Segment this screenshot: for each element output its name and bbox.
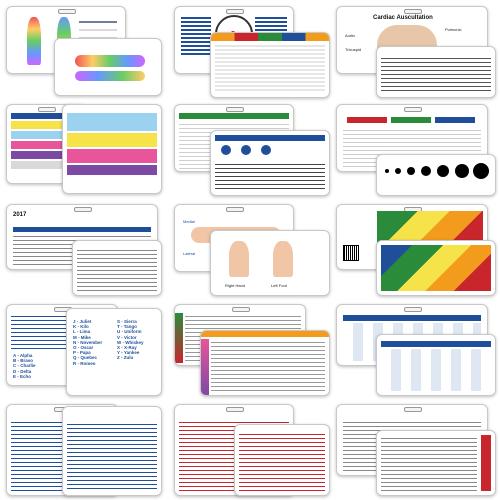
pupil-size-icon	[395, 168, 401, 174]
card-slot	[404, 9, 422, 14]
card-cntable-back	[210, 130, 330, 196]
card-phonetic-back: J - Juliet K - Kilo L - Lima M - Mike N …	[66, 308, 162, 396]
card-slot	[404, 307, 422, 312]
card-slot	[232, 307, 250, 312]
tile-phonetic-alphabet[interactable]: A - Alpha B - Bravo C - Charlie D - Delt…	[2, 300, 162, 396]
tile-pupil-gauge[interactable]	[336, 100, 496, 196]
card-conv-back	[376, 334, 496, 396]
tile-body-directions[interactable]: Medial Lateral Right Hand Left Foot	[170, 200, 330, 296]
card-vitals-back	[210, 32, 330, 98]
label-right-hand: Right Hand	[225, 283, 246, 288]
phonetic-list-c: S - Sierra T - Tango U - Uniform V - Vic…	[117, 319, 144, 361]
label-left-foot: Left Foot	[271, 283, 287, 288]
pupil-size-icon	[407, 167, 415, 175]
pupil-size-icon	[385, 169, 389, 173]
label-tricuspid: Tricuspid	[345, 47, 362, 52]
body-figure-icon	[75, 71, 145, 81]
tile-drug-table[interactable]	[2, 400, 162, 496]
card-slot	[38, 107, 56, 112]
card-body-back: Right Hand Left Foot	[210, 230, 330, 296]
card-dose-back	[234, 424, 330, 496]
card-pupil-back	[376, 154, 496, 196]
label-lateral: Lateral	[183, 251, 196, 256]
card-slot	[58, 9, 76, 14]
card-temp-back	[376, 430, 496, 496]
tile-cranial-nerves[interactable]	[2, 100, 162, 195]
tile-clock-vitals[interactable]	[170, 2, 330, 98]
label-pulmonic: Pulmonic	[445, 27, 462, 32]
card-slot	[226, 407, 244, 412]
card-calendar-back	[72, 240, 162, 296]
card-slot	[404, 107, 422, 112]
pupil-size-icon	[473, 163, 489, 179]
pupil-icon	[261, 145, 271, 155]
phonetic-list-a: A - Alpha B - Bravo C - Charlie D - Delt…	[13, 353, 36, 379]
label-medial: Medial	[183, 219, 195, 224]
card-slot	[226, 9, 244, 14]
card-slot	[404, 407, 422, 412]
card-cn-back	[62, 104, 162, 194]
card-bmi-back	[376, 240, 496, 296]
pupil-size-icon	[421, 166, 431, 176]
pupil-size-icon	[437, 165, 449, 177]
tile-bmi-chart[interactable]	[336, 200, 496, 296]
tile-temp-conversion[interactable]	[336, 400, 496, 496]
body-figure-icon	[27, 17, 41, 65]
card-slot	[226, 107, 244, 112]
foot-icon	[273, 241, 293, 277]
tile-cranial-table[interactable]	[170, 100, 330, 196]
pupil-icon	[241, 145, 251, 155]
body-figure-icon	[75, 55, 145, 67]
tile-dermatomes[interactable]	[2, 2, 162, 97]
hand-icon	[229, 241, 249, 277]
calendar-year: 2017	[13, 212, 27, 218]
card-lab-back	[200, 330, 330, 396]
card-slot	[74, 207, 92, 212]
tile-dosage-table[interactable]	[170, 400, 330, 496]
tile-calendar[interactable]: 2017	[2, 200, 162, 296]
card-slot	[226, 207, 244, 212]
pupil-icon	[221, 145, 231, 155]
tile-conversion-table[interactable]	[336, 300, 496, 396]
label-aortic: Aortic	[345, 33, 356, 38]
card-dermatome-back	[54, 38, 162, 96]
tile-lab-values[interactable]	[170, 300, 330, 396]
card-drug-back	[62, 406, 162, 496]
tile-cardiac-auscultation[interactable]: Cardiac Auscultation Pulmonic Aortic Tri…	[336, 2, 496, 98]
card-auscultation-back	[376, 46, 496, 98]
card-title: Cardiac Auscultation	[373, 15, 433, 21]
qr-code-icon	[343, 245, 359, 261]
pupil-size-icon	[455, 164, 469, 178]
phonetic-list-b: J - Juliet K - Kilo L - Lima M - Mike N …	[73, 319, 103, 366]
